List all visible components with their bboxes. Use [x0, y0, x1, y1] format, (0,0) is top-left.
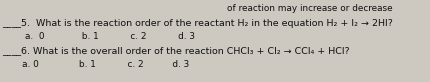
Text: of reaction may increase or decrease: of reaction may increase or decrease — [227, 4, 392, 13]
Text: ____5.  What is the reaction order of the reactant H₂ in the equation H₂ + I₂ → : ____5. What is the reaction order of the… — [2, 19, 392, 28]
Text: a. 0              b. 1           c. 2          d. 3: a. 0 b. 1 c. 2 d. 3 — [2, 60, 189, 69]
Text: ____6. What is the overall order of the reaction CHCl₃ + Cl₂ → CCl₄ + HCl?: ____6. What is the overall order of the … — [2, 46, 349, 55]
Text: a.  0             b. 1           c. 2           d. 3: a. 0 b. 1 c. 2 d. 3 — [2, 32, 194, 41]
